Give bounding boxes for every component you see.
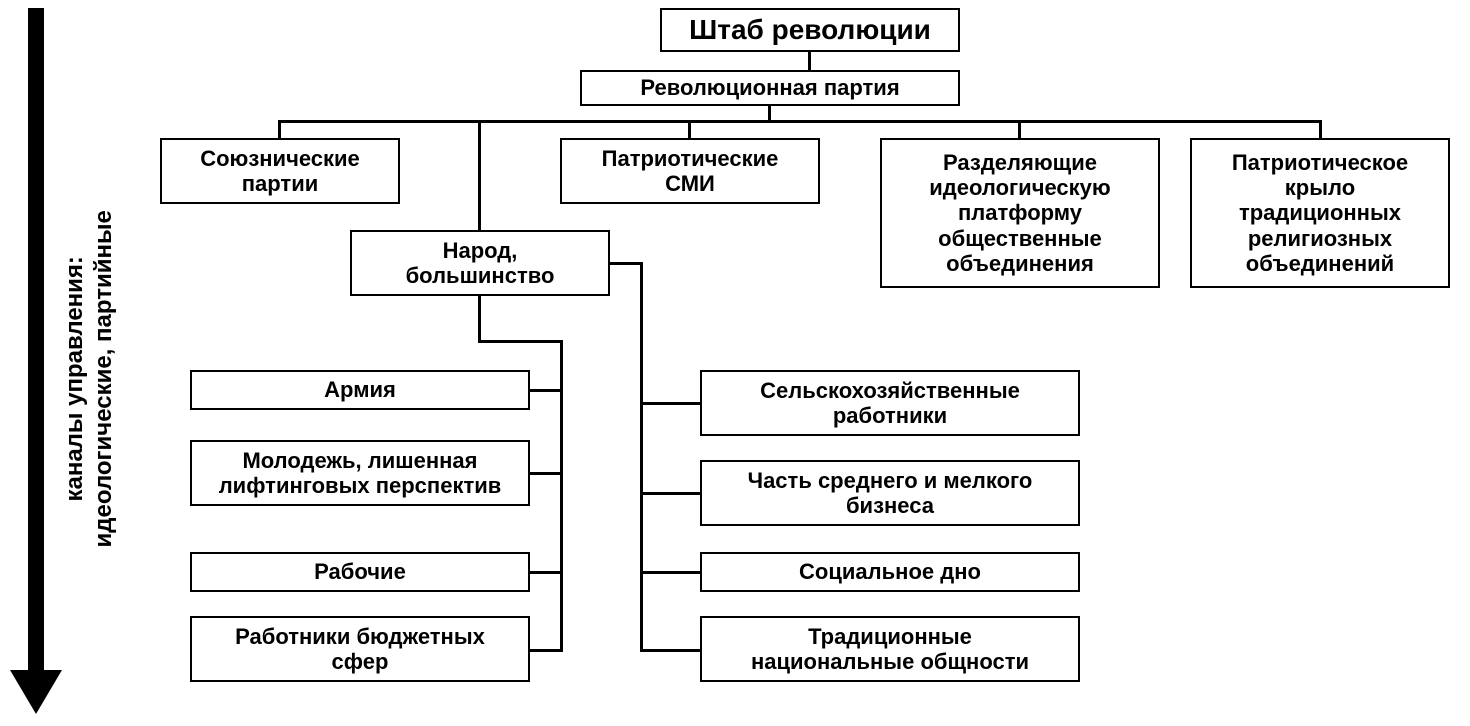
sidebar-label: каналы управления: идеологические, парти… xyxy=(61,129,119,629)
edge xyxy=(640,649,700,652)
node-agri: Сельскохозяйственныеработники xyxy=(700,370,1080,436)
edge xyxy=(808,52,811,70)
edge xyxy=(560,340,563,652)
edge xyxy=(478,296,481,340)
edge xyxy=(278,120,1322,123)
node-media: ПатриотическиеСМИ xyxy=(560,138,820,204)
edge xyxy=(640,262,643,652)
node-ethnic: Традиционныенациональные общности xyxy=(700,616,1080,682)
edge xyxy=(640,571,700,574)
node-root: Штаб революции xyxy=(660,8,960,52)
edge xyxy=(610,262,643,265)
edge xyxy=(640,402,700,405)
edge xyxy=(530,472,563,475)
edge xyxy=(278,120,281,138)
node-party: Революционная партия xyxy=(580,70,960,106)
sidebar-label-line2: идеологические, партийные xyxy=(90,210,117,547)
arrow-down-icon xyxy=(10,670,62,714)
sidebar-label-line1: каналы управления: xyxy=(61,256,88,501)
arrow-shaft xyxy=(28,8,44,676)
edge xyxy=(640,492,700,495)
edge xyxy=(530,571,563,574)
node-relig: Патриотическоекрылотрадиционныхрелигиозн… xyxy=(1190,138,1450,288)
edge xyxy=(478,340,563,343)
edge xyxy=(478,120,481,230)
node-youth: Молодежь, лишеннаялифтинговых перспектив xyxy=(190,440,530,506)
edge xyxy=(530,389,563,392)
edge xyxy=(1018,120,1021,138)
node-orgs: Разделяющиеидеологическуюплатформуобщест… xyxy=(880,138,1160,288)
edge xyxy=(688,120,691,138)
node-people: Народ,большинство xyxy=(350,230,610,296)
node-workers: Рабочие xyxy=(190,552,530,592)
edge xyxy=(1319,120,1322,138)
node-budget: Работники бюджетныхсфер xyxy=(190,616,530,682)
node-allies: Союзническиепартии xyxy=(160,138,400,204)
node-bottom: Социальное дно xyxy=(700,552,1080,592)
node-army: Армия xyxy=(190,370,530,410)
node-biz: Часть среднего и мелкогобизнеса xyxy=(700,460,1080,526)
edge xyxy=(530,649,563,652)
